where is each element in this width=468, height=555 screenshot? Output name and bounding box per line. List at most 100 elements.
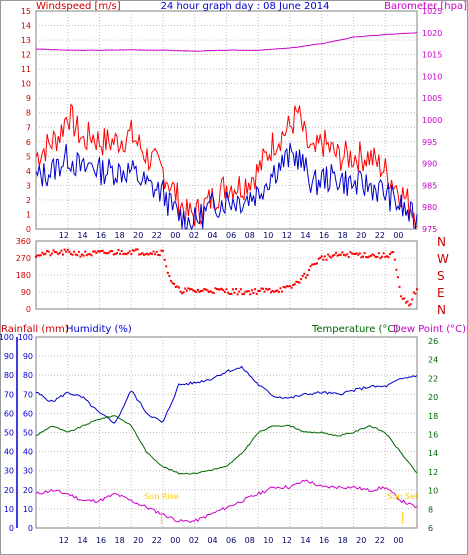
wind-direction-point xyxy=(400,295,403,298)
wind-direction-point xyxy=(120,250,123,253)
wind-direction-point xyxy=(41,251,44,254)
windspeed-tick-label: 2 xyxy=(26,196,31,205)
sunset-label: Sun Set xyxy=(387,492,418,501)
hour-tick-label: 20 xyxy=(356,536,366,545)
hour-tick-label: 18 xyxy=(338,231,348,240)
wind-direction-point xyxy=(385,255,388,258)
wind-direction-point xyxy=(338,254,341,256)
wind-direction-point xyxy=(371,253,374,256)
hour-tick-label: 02 xyxy=(189,536,199,545)
wind-direction-point xyxy=(325,258,328,261)
humidity-tick-label: 70 xyxy=(23,390,33,399)
wind-direction-point xyxy=(60,249,63,252)
wind-direction-point xyxy=(101,249,104,252)
temperature-tick-label: 14 xyxy=(428,449,438,458)
wind-direction-point xyxy=(109,250,112,253)
wind-direction-point xyxy=(331,254,334,257)
rainfall-tick-label: 10 xyxy=(4,505,14,514)
wind-direction-point xyxy=(231,288,234,291)
wind-direction-point xyxy=(204,288,207,291)
grid-lines xyxy=(16,11,417,528)
wind-direction-point xyxy=(93,250,96,253)
hour-tick-label: 16 xyxy=(319,231,329,240)
wind-direction-point xyxy=(35,255,37,258)
wind-direction-point xyxy=(362,255,364,258)
wind-direction-point xyxy=(239,288,242,291)
temperature-tick-label: 22 xyxy=(428,374,438,383)
humidity-tick-label: 80 xyxy=(23,371,33,380)
wind-direction-point xyxy=(171,281,174,284)
humidity-tick-label: 40 xyxy=(23,448,33,457)
wind-direction-point xyxy=(303,272,306,275)
wind-direction-point xyxy=(182,291,185,294)
wind-direction-point xyxy=(136,248,139,251)
windspeed-tick-label: 3 xyxy=(26,181,31,190)
hour-tick-label: 18 xyxy=(115,536,125,545)
wind-direction-point xyxy=(68,250,71,253)
hour-tick-label: 00 xyxy=(393,536,403,545)
wind-direction-point xyxy=(295,280,298,283)
wind-direction-point xyxy=(157,253,160,256)
wind-direction-point xyxy=(309,265,312,268)
wind-direction-point xyxy=(360,256,363,259)
wind-direction-point xyxy=(316,262,318,265)
hour-tick-label: 14 xyxy=(77,231,87,240)
wind-direction-point xyxy=(217,288,220,291)
hour-tick-label: 06 xyxy=(226,231,236,240)
wind-direction-point xyxy=(366,256,369,259)
wind-direction-point xyxy=(374,255,377,258)
temperature-axis-label: Temperature (°C) xyxy=(311,324,398,335)
wind-direction-point xyxy=(69,252,72,255)
wind-direction-point xyxy=(319,256,322,259)
wind-direction-point xyxy=(343,253,345,256)
windspeed-tick-label: 1 xyxy=(26,210,31,219)
humidity-tick-label: 0 xyxy=(28,524,33,533)
wind-direction-point xyxy=(65,250,68,253)
wind-direction-point xyxy=(363,252,366,255)
rainfall-tick-label: 60 xyxy=(4,409,14,418)
wind-direction-point xyxy=(174,286,177,288)
wind-direction-point xyxy=(330,256,333,259)
wind-direction-point xyxy=(379,257,382,260)
hour-tick-label: 16 xyxy=(96,536,106,545)
rainfall-tick-label: 80 xyxy=(4,371,14,380)
wind-direction-point xyxy=(127,252,130,255)
barometer-tick-label: 1020 xyxy=(422,29,442,38)
wind-direction-point xyxy=(79,255,82,258)
wind-direction-point xyxy=(401,297,404,300)
wind-direction-point xyxy=(66,248,69,251)
humidity-tick-label: 30 xyxy=(23,467,33,476)
hour-tick-label: 22 xyxy=(375,536,385,545)
temperature-tick-label: 12 xyxy=(428,468,438,477)
wind-direction-point xyxy=(98,250,101,253)
wind-direction-point xyxy=(323,255,326,258)
wind-direction-point xyxy=(116,252,118,255)
wind-direction-point xyxy=(254,288,257,291)
wind-direction-point xyxy=(273,290,276,293)
humidity-line xyxy=(35,365,418,424)
wind-direction-point xyxy=(155,250,158,253)
wind-direction-point xyxy=(181,292,183,295)
graph-title: 24 hour graph day : 08 June 2014 xyxy=(161,1,330,12)
wind-direction-point xyxy=(150,253,153,255)
wind-direction-point xyxy=(223,291,226,294)
wind-direction-point xyxy=(317,257,320,260)
wind-direction-point xyxy=(192,289,195,292)
wind-direction-point xyxy=(168,275,171,277)
wind-direction-point xyxy=(47,250,50,253)
wind-direction-point xyxy=(281,290,284,293)
wind-direction-point xyxy=(252,291,255,294)
wind-direction-point xyxy=(139,253,142,256)
annotations: Sun Rise Sun Set xyxy=(144,492,418,524)
wind-direction-point xyxy=(262,287,264,290)
direction-tick-label: 0 xyxy=(26,305,31,314)
wind-direction-point xyxy=(209,290,212,293)
wind-direction-point xyxy=(49,254,52,257)
rainfall-tick-label: 0 xyxy=(9,524,14,533)
wind-direction-point xyxy=(392,251,395,253)
hour-tick-label: 18 xyxy=(115,231,125,240)
wind-direction-point xyxy=(55,251,58,254)
wind-direction-point xyxy=(300,278,303,281)
direction-tick-label: 270 xyxy=(16,254,31,263)
wind-direction-point xyxy=(285,285,288,288)
